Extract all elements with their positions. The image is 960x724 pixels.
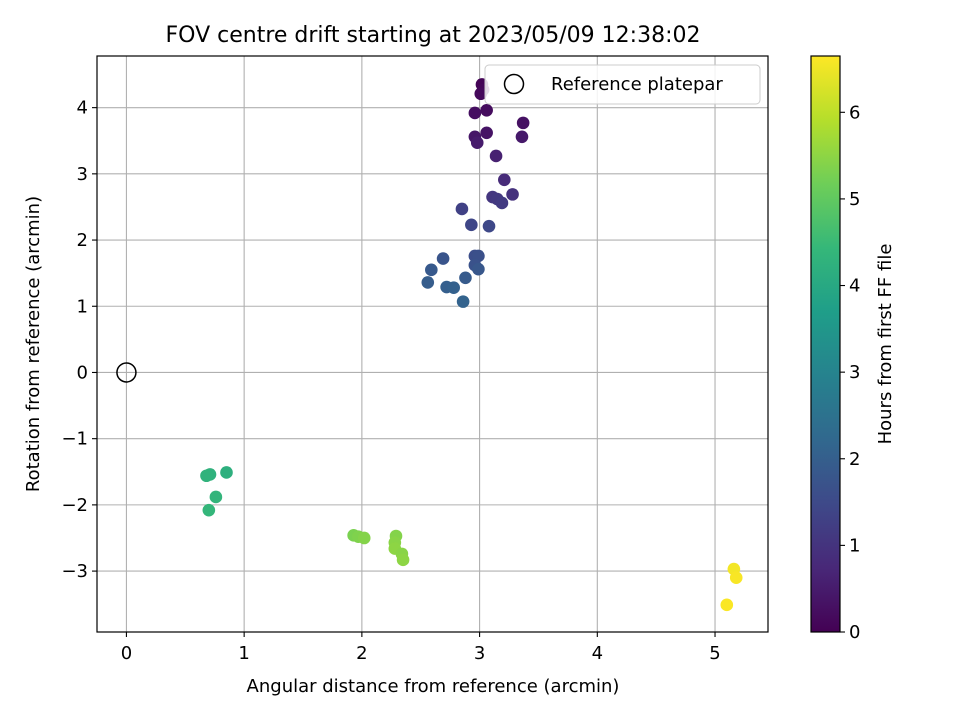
colorbar-ticks: 0 1 2 3 4 5 6 xyxy=(840,102,860,643)
y-axis-ticks: −3 −2 −1 0 1 2 3 4 xyxy=(61,98,97,582)
data-point xyxy=(209,490,223,504)
y-tick-label: −1 xyxy=(61,429,88,450)
y-tick-label: 0 xyxy=(77,362,88,383)
data-point xyxy=(474,87,488,101)
data-point xyxy=(729,571,743,585)
colorbar-tick-label: 6 xyxy=(849,102,860,123)
legend-entry-label: Reference platepar xyxy=(551,74,723,95)
data-point xyxy=(470,136,484,150)
data-point xyxy=(498,173,511,187)
data-point xyxy=(357,531,371,545)
colorbar xyxy=(811,56,840,632)
data-point xyxy=(495,196,509,210)
data-point xyxy=(202,503,216,517)
reference-platepar-point xyxy=(116,362,137,383)
data-point xyxy=(200,469,213,483)
chart-title: FOV centre drift starting at 2023/05/09 … xyxy=(166,23,701,48)
data-point xyxy=(396,553,410,567)
x-tick-label: 1 xyxy=(238,643,249,664)
data-point xyxy=(468,106,482,120)
data-point xyxy=(447,281,460,295)
data-point xyxy=(489,149,503,163)
y-tick-label: −3 xyxy=(61,561,88,582)
colorbar-tick-label: 2 xyxy=(849,449,860,470)
legend: Reference platepar xyxy=(484,64,761,105)
x-tick-label: 5 xyxy=(709,643,720,664)
data-point xyxy=(220,466,233,479)
data-point xyxy=(515,130,529,144)
data-point xyxy=(506,188,519,201)
y-tick-label: −2 xyxy=(61,495,88,516)
data-points xyxy=(200,78,743,612)
x-tick-label: 0 xyxy=(121,643,132,664)
data-point xyxy=(720,598,734,612)
data-point xyxy=(425,263,438,277)
colorbar-tick-label: 4 xyxy=(849,276,860,297)
colorbar-tick-label: 5 xyxy=(849,189,860,210)
y-tick-label: 3 xyxy=(77,164,88,185)
x-axis-ticks: 0 1 2 3 4 5 xyxy=(121,632,721,664)
legend-box xyxy=(484,64,761,105)
data-point xyxy=(480,103,493,117)
grid-lines xyxy=(97,56,768,632)
y-tick-label: 1 xyxy=(77,296,88,317)
colorbar-frame xyxy=(810,55,841,633)
y-tick-label: 2 xyxy=(77,230,88,251)
data-point xyxy=(516,116,530,130)
y-tick-label: 4 xyxy=(77,98,88,119)
colorbar-tick-label: 1 xyxy=(849,535,860,556)
y-axis-label: Rotation from reference (arcmin) xyxy=(23,196,44,492)
data-point xyxy=(421,276,435,289)
data-point xyxy=(472,262,485,276)
data-point xyxy=(436,252,450,265)
data-point xyxy=(455,202,469,216)
data-point xyxy=(456,295,470,308)
colorbar-label: Hours from first FF file xyxy=(875,244,896,445)
reference-marker xyxy=(116,362,137,383)
legend-reference-marker xyxy=(503,73,525,95)
data-point xyxy=(465,218,478,232)
colorbar-tick-label: 3 xyxy=(849,362,860,383)
x-tick-label: 3 xyxy=(474,643,485,664)
plot-frame xyxy=(96,55,769,633)
data-point xyxy=(480,126,493,140)
colorbar-tick-label: 0 xyxy=(849,622,860,643)
x-tick-label: 2 xyxy=(356,643,367,664)
x-tick-label: 4 xyxy=(592,643,603,664)
x-axis-label: Angular distance from reference (arcmin) xyxy=(247,676,620,697)
data-point xyxy=(482,219,496,233)
data-point xyxy=(459,271,472,285)
